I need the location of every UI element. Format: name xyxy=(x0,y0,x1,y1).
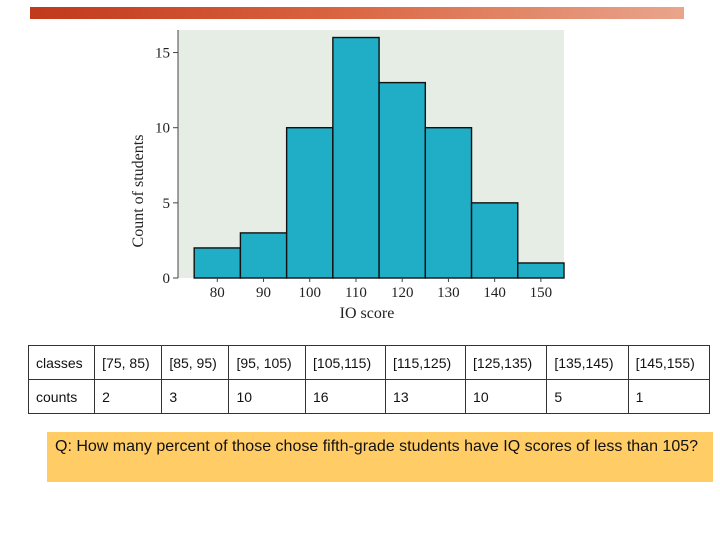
x-tick-label: 90 xyxy=(256,285,271,301)
histogram-bar xyxy=(332,36,380,279)
table-cell: 10 xyxy=(465,379,548,414)
histogram-bar xyxy=(470,202,519,279)
bars xyxy=(193,36,565,279)
table-cell: 10 xyxy=(228,379,307,414)
row-header-cell: classes xyxy=(27,345,96,380)
histogram-bar xyxy=(424,126,473,279)
table-cell: 13 xyxy=(385,379,467,414)
y-tick-label: 10 xyxy=(155,121,170,137)
table-cell: 5 xyxy=(546,379,629,414)
x-tick-label: 80 xyxy=(210,285,225,301)
table-cell: [125,135) xyxy=(465,345,548,380)
title-accent-bar xyxy=(30,7,684,19)
histogram-bar xyxy=(285,126,334,279)
y-tick-label: 15 xyxy=(155,46,170,62)
table-cell: 16 xyxy=(305,379,387,414)
table-cell: [145,155) xyxy=(627,345,711,380)
x-tick-label: 130 xyxy=(437,285,460,301)
histogram-bar xyxy=(378,81,427,279)
question-box: Q: How many percent of those chose fifth… xyxy=(47,432,713,482)
histogram-bar xyxy=(239,232,288,279)
iq-histogram: 0 5 10 15 80 90 100 110 120 130 140 150 Count of s… xyxy=(130,30,565,318)
frequency-table: classes [75, 85) [85, 95) [95, 105) [105,115… xyxy=(27,345,711,414)
row-header-cell: counts xyxy=(27,379,96,414)
y-tick-label: 5 xyxy=(163,196,171,212)
table-cell: [75, 85) xyxy=(94,345,163,380)
y-ticks: 0 5 10 15 xyxy=(155,46,178,287)
x-tick-label: 120 xyxy=(391,285,414,301)
table-cell: 1 xyxy=(627,379,711,414)
histogram-bar xyxy=(193,247,242,279)
table-cell: [95, 105) xyxy=(228,345,307,380)
table-cell: [115,125) xyxy=(385,345,467,380)
counts-row: counts 2 3 10 16 13 10 5 1 xyxy=(27,379,711,414)
x-tick-label: 140 xyxy=(483,285,506,301)
classes-row: classes [75, 85) [85, 95) [95, 105) [105,115… xyxy=(27,345,711,380)
x-tick-label: 110 xyxy=(345,285,367,301)
y-tick-label: 0 xyxy=(163,271,171,287)
table-cell: [135,145) xyxy=(546,345,629,380)
histogram-bar xyxy=(517,262,565,279)
x-tick-label: 150 xyxy=(530,285,553,301)
y-axis-label: Count of students xyxy=(130,135,147,248)
table-cell: 3 xyxy=(161,379,230,414)
x-axis-label: IQ score xyxy=(340,305,395,318)
table-cell: [85, 95) xyxy=(161,345,230,380)
x-tick-label: 100 xyxy=(298,285,321,301)
table-cell: [105,115) xyxy=(305,345,387,380)
x-ticks: 80 90 100 110 120 130 140 150 xyxy=(210,278,552,301)
table-cell: 2 xyxy=(94,379,163,414)
